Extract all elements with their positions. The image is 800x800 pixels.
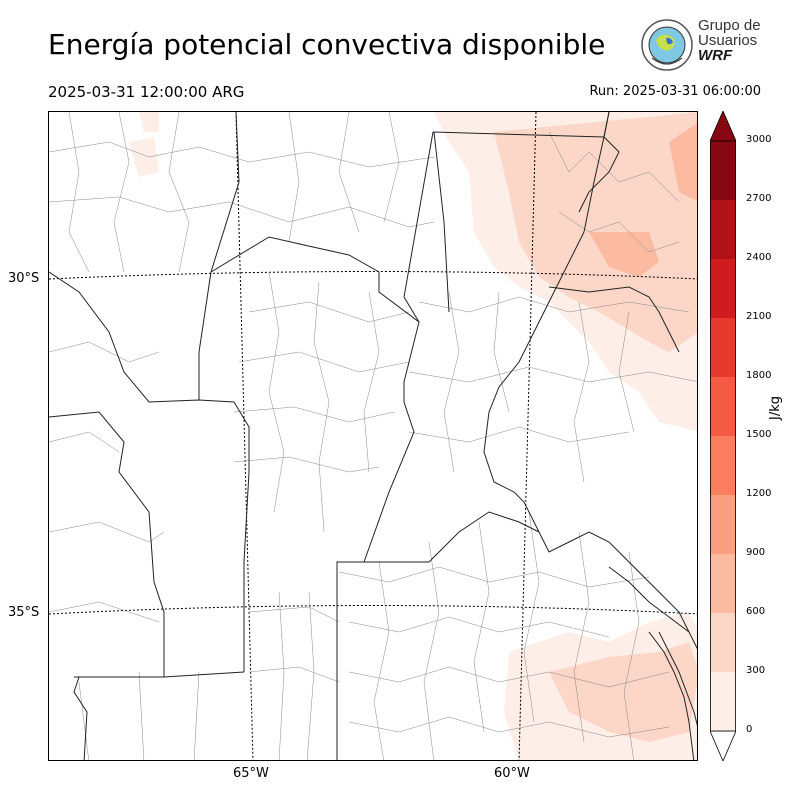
colorbar-swatch bbox=[710, 377, 736, 436]
lon-label-60w: 60°W bbox=[494, 766, 530, 781]
map-canvas bbox=[49, 112, 697, 760]
colorbar-swatch bbox=[710, 200, 736, 259]
colorbar-tick-label: 1200 bbox=[746, 488, 772, 499]
cape-shading-northeast bbox=[129, 112, 697, 432]
run-time: Run: 2025-03-31 06:00:00 bbox=[589, 84, 761, 99]
colorbar-swatch bbox=[710, 436, 736, 495]
colorbar-tick-label: 1800 bbox=[746, 370, 772, 381]
colorbar-tick-label: 900 bbox=[746, 547, 766, 558]
colorbar-extend-max bbox=[710, 111, 736, 142]
colorbar-tick-label: 3000 bbox=[746, 134, 772, 145]
cape-map[interactable] bbox=[48, 111, 698, 761]
colorbar-frame bbox=[710, 140, 736, 732]
colorbar bbox=[710, 111, 736, 761]
graticule bbox=[49, 112, 697, 760]
cape-shading-southeast bbox=[504, 612, 697, 760]
logo-line-1: Grupo de bbox=[698, 17, 761, 34]
globe-icon bbox=[641, 19, 693, 71]
colorbar-swatch bbox=[710, 613, 736, 672]
colorbar-tick-label: 0 bbox=[746, 724, 753, 735]
colorbar-unit: J/kg bbox=[768, 396, 783, 420]
map-title: Energía potencial convectiva disponible bbox=[48, 28, 606, 61]
colorbar-swatch bbox=[710, 554, 736, 613]
colorbar-swatch bbox=[710, 259, 736, 318]
colorbar-tick-label: 300 bbox=[746, 665, 766, 676]
lat-label-30s: 30°S bbox=[8, 271, 40, 286]
colorbar-tick-label: 2100 bbox=[746, 311, 772, 322]
grupo-usuarios-wrf-logo: Grupo de Usuarios WRF bbox=[640, 18, 770, 72]
province-boundaries bbox=[49, 112, 697, 760]
coastline bbox=[608, 566, 695, 760]
logo-line-3: WRF bbox=[698, 47, 733, 64]
colorbar-swatch bbox=[710, 141, 736, 200]
logo-line-2: Usuarios bbox=[698, 32, 758, 49]
lat-label-35s: 35°S bbox=[8, 605, 40, 620]
department-boundaries bbox=[49, 112, 697, 760]
colorbar-swatch bbox=[710, 495, 736, 554]
colorbar-extend-min bbox=[710, 730, 736, 761]
colorbar-swatch bbox=[710, 318, 736, 377]
colorbar-tick-label: 1500 bbox=[746, 429, 772, 440]
colorbar-tick-label: 2700 bbox=[746, 193, 772, 204]
colorbar-tick-label: 2400 bbox=[746, 252, 772, 263]
lon-label-65w: 65°W bbox=[233, 766, 269, 781]
colorbar-swatch bbox=[710, 672, 736, 731]
colorbar-tick-label: 600 bbox=[746, 606, 766, 617]
valid-time: 2025-03-31 12:00:00 ARG bbox=[48, 83, 245, 101]
